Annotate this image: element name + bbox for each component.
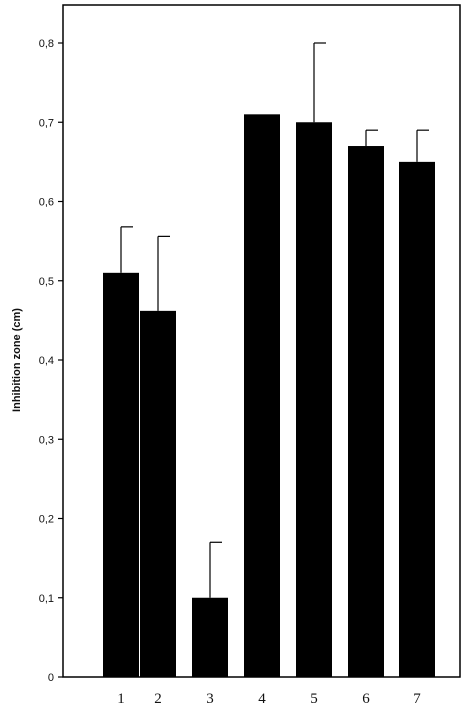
x-tick-label: 7 xyxy=(413,691,421,707)
y-tick-label: 0,4 xyxy=(39,355,54,367)
y-tick-label: 0,3 xyxy=(39,434,54,446)
plot-area: 0 0,1 0,2 0,3 0,4 0,5 0,6 0,7 0,8 1 2 3 4 5 6 7 xyxy=(39,4,461,707)
x-tick-label: 3 xyxy=(206,691,214,707)
y-tick-label: 0 xyxy=(48,672,54,684)
y-axis-label: Inhibition zone (cm) xyxy=(11,308,23,412)
bar-1 xyxy=(103,272,139,677)
y-tick-label: 0,6 xyxy=(39,197,54,209)
x-tick-label: 6 xyxy=(362,691,370,707)
x-tick-label: 2 xyxy=(154,691,162,707)
y-tick-label: 0,1 xyxy=(39,593,54,605)
bar-2 xyxy=(140,310,176,677)
x-tick-label: 5 xyxy=(310,691,318,707)
x-tick-label: 1 xyxy=(117,691,125,707)
y-tick-label: 0,7 xyxy=(39,117,54,129)
bar-7 xyxy=(399,161,435,677)
bar-6 xyxy=(348,146,384,677)
x-tick-label: 4 xyxy=(258,691,266,707)
bar-5 xyxy=(296,122,332,677)
bar-4 xyxy=(244,114,280,677)
bar-3 xyxy=(192,597,228,677)
y-tick-label: 0,2 xyxy=(39,514,54,526)
y-tick-label: 0,5 xyxy=(39,276,54,288)
y-tick-label: 0,8 xyxy=(39,38,54,50)
